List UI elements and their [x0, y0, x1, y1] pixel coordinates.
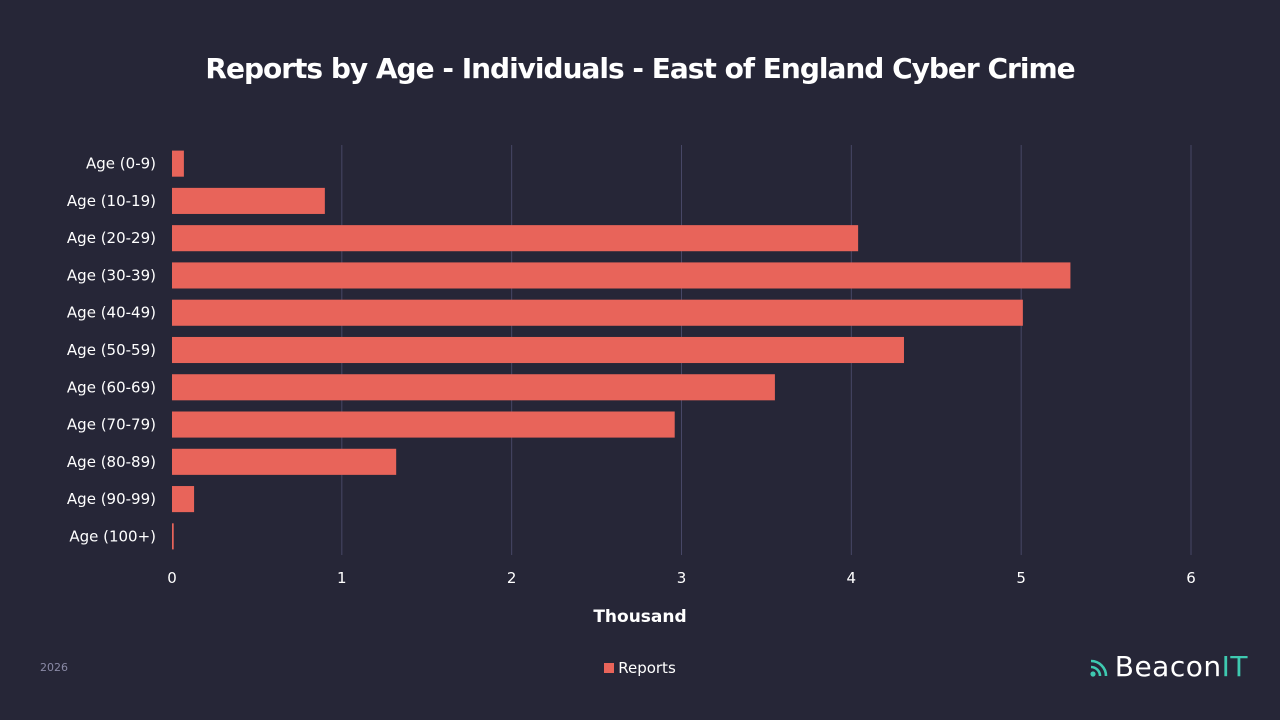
x-axis-title-text: Thousand: [593, 607, 687, 627]
bar: [172, 225, 859, 252]
category-label: Age (0-9): [86, 155, 156, 173]
bar: [172, 187, 325, 214]
chart-title: Reports by Age - Individuals - East of E…: [205, 52, 1075, 85]
category-label: Age (10-19): [67, 192, 156, 210]
category-label: Age (20-29): [67, 229, 156, 247]
legend-swatch: [604, 663, 615, 673]
x-tick-label: 0: [167, 569, 177, 587]
category-label: Age (40-49): [67, 304, 156, 322]
brand-logo: Beacon IT: [1089, 650, 1248, 683]
brand-main: Beacon: [1114, 650, 1222, 683]
bars: [172, 150, 1071, 550]
bar: [172, 336, 904, 364]
bar: [172, 523, 174, 550]
year-label: 2026: [40, 661, 68, 674]
bar: [172, 262, 1071, 289]
x-tick-label: 3: [677, 569, 687, 587]
category-label: Age (100+): [69, 527, 156, 545]
category-label: Age (60-69): [67, 378, 156, 396]
x-tick-label: 1: [337, 569, 347, 587]
bar: [172, 448, 397, 475]
x-tick-label: 6: [1186, 569, 1196, 587]
brand-accent: IT: [1221, 650, 1248, 683]
bar: [172, 299, 1023, 326]
category-labels: Age (0-9) Age (10-19) Age (20-29) Age (30-3…: [67, 155, 156, 546]
legend-label: Reports: [618, 659, 676, 677]
category-label: Age (90-99): [67, 490, 156, 508]
x-axis-title: Thousand: [0, 607, 1280, 627]
x-tick-label: 5: [1016, 569, 1026, 587]
bar: [172, 374, 775, 401]
bar: [172, 486, 195, 513]
x-tick-label: 4: [847, 569, 857, 587]
x-tick-label: 2: [507, 569, 517, 587]
category-label: Age (80-89): [67, 453, 156, 471]
legend: Reports: [0, 659, 1280, 677]
bar: [172, 411, 675, 438]
signal-icon: [1090, 659, 1108, 677]
category-label: Age (30-39): [67, 266, 156, 284]
x-tick-labels: 0 1 2 3 4 5 6: [167, 569, 1196, 587]
bar: [172, 150, 184, 177]
category-label: Age (50-59): [67, 341, 156, 359]
category-label: Age (70-79): [67, 416, 156, 434]
